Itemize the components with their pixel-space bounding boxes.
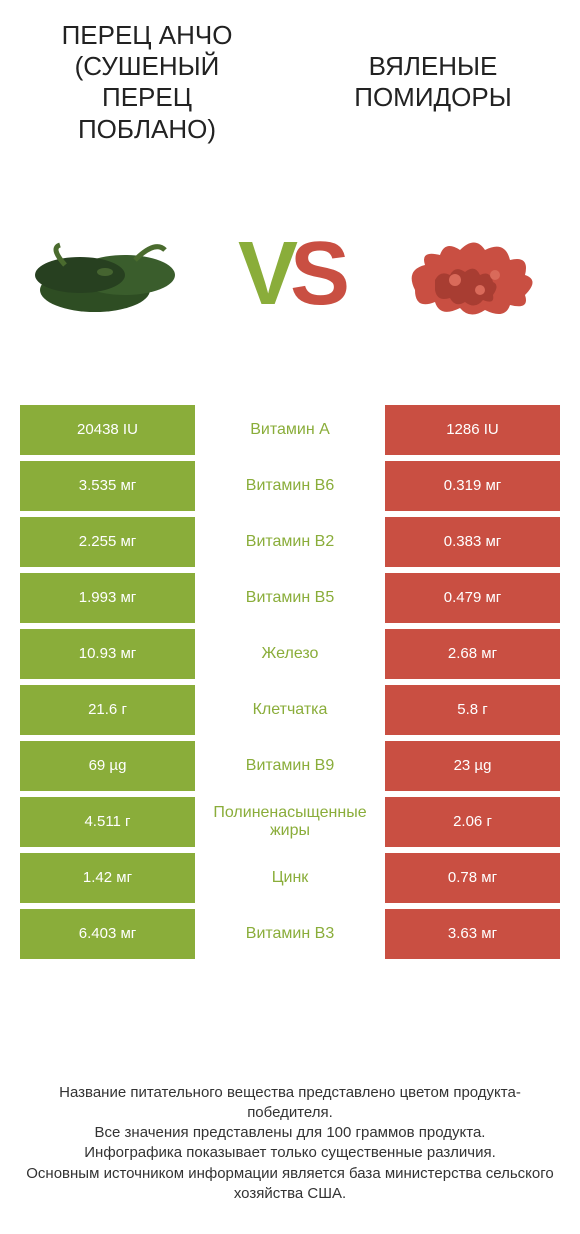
header-left-title: ПЕРЕЦ АНЧО (СУШЕНЫЙ ПЕРЕЦ ПОБЛАНО)	[30, 20, 264, 145]
nutrient-label: Железо	[195, 629, 385, 679]
nutrient-label: Витамин B3	[195, 909, 385, 959]
nutrient-right-value: 0.319 мг	[385, 461, 560, 511]
comparison-table: 20438 IUВитамин A1286 IU3.535 мгВитамин …	[0, 405, 580, 959]
vs-v: V	[238, 224, 290, 324]
table-row: 69 µgВитамин B923 µg	[20, 741, 560, 791]
nutrient-left-value: 3.535 мг	[20, 461, 195, 511]
vs-label: VS	[238, 223, 342, 326]
table-row: 21.6 гКлетчатка5.8 г	[20, 685, 560, 735]
table-row: 10.93 мгЖелезо2.68 мг	[20, 629, 560, 679]
table-row: 20438 IUВитамин A1286 IU	[20, 405, 560, 455]
nutrient-label: Витамин B9	[195, 741, 385, 791]
nutrient-right-value: 3.63 мг	[385, 909, 560, 959]
nutrient-left-value: 2.255 мг	[20, 517, 195, 567]
header: ПЕРЕЦ АНЧО (СУШЕНЫЙ ПЕРЕЦ ПОБЛАНО) ВЯЛЕН…	[0, 0, 580, 145]
footer-line-2: Все значения представлены для 100 граммо…	[20, 1123, 560, 1143]
nutrient-label: Клетчатка	[195, 685, 385, 735]
table-row: 2.255 мгВитамин B20.383 мг	[20, 517, 560, 567]
nutrient-right-value: 5.8 г	[385, 685, 560, 735]
nutrient-left-value: 1.42 мг	[20, 853, 195, 903]
footer-line-3: Инфографика показывает только существенн…	[20, 1143, 560, 1163]
vs-s: S	[290, 224, 342, 324]
nutrient-left-value: 1.993 мг	[20, 573, 195, 623]
nutrient-right-value: 0.78 мг	[385, 853, 560, 903]
footer-line-4: Основным источником информации является …	[20, 1164, 560, 1205]
nutrient-right-value: 2.06 г	[385, 797, 560, 847]
nutrient-left-value: 21.6 г	[20, 685, 195, 735]
nutrient-label: Полиненасыщенные жиры	[195, 797, 385, 847]
nutrient-left-value: 10.93 мг	[20, 629, 195, 679]
footer-line-1: Название питательного вещества представл…	[20, 1083, 560, 1124]
header-right-title: ВЯЛЕНЫЕ ПОМИДОРЫ	[316, 51, 550, 113]
image-row: VS	[0, 145, 580, 405]
nutrient-label: Витамин A	[195, 405, 385, 455]
nutrient-right-value: 0.383 мг	[385, 517, 560, 567]
nutrient-label: Витамин B5	[195, 573, 385, 623]
footer: Название питательного вещества представл…	[0, 1083, 580, 1205]
table-row: 1.42 мгЦинк0.78 мг	[20, 853, 560, 903]
table-row: 4.511 гПолиненасыщенные жиры2.06 г	[20, 797, 560, 847]
nutrient-right-value: 23 µg	[385, 741, 560, 791]
left-food-image	[20, 205, 200, 345]
nutrient-right-value: 0.479 мг	[385, 573, 560, 623]
nutrient-left-value: 69 µg	[20, 741, 195, 791]
nutrient-left-value: 20438 IU	[20, 405, 195, 455]
nutrient-right-value: 1286 IU	[385, 405, 560, 455]
nutrient-left-value: 6.403 мг	[20, 909, 195, 959]
nutrient-right-value: 2.68 мг	[385, 629, 560, 679]
nutrient-left-value: 4.511 г	[20, 797, 195, 847]
nutrient-label: Витамин B6	[195, 461, 385, 511]
table-row: 6.403 мгВитамин B33.63 мг	[20, 909, 560, 959]
nutrient-label: Цинк	[195, 853, 385, 903]
table-row: 3.535 мгВитамин B60.319 мг	[20, 461, 560, 511]
nutrient-label: Витамин B2	[195, 517, 385, 567]
right-food-image	[380, 205, 560, 345]
table-row: 1.993 мгВитамин B50.479 мг	[20, 573, 560, 623]
